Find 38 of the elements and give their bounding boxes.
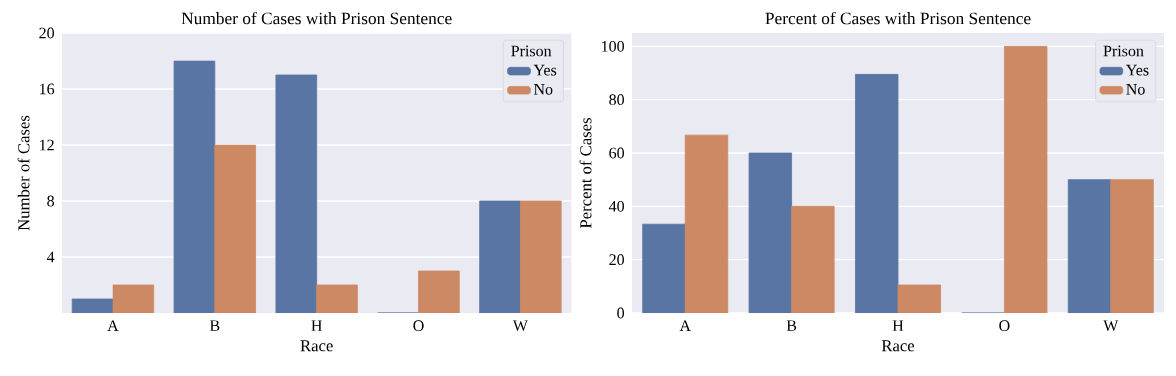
y-tick-label: 20 xyxy=(609,254,625,266)
x-tick-label: O xyxy=(999,320,1010,332)
x-tick-label: H xyxy=(892,320,904,331)
legend-label: No xyxy=(533,84,553,95)
y-tick-label: 4 xyxy=(46,251,55,263)
x-tick-label: B xyxy=(209,320,220,331)
legend-label: Yes xyxy=(1126,64,1149,76)
x-tick-label: A xyxy=(679,320,691,331)
x-tick-label: O xyxy=(413,320,424,332)
y-axis-title: Percent of Cases xyxy=(579,118,592,229)
y-tick-label: 80 xyxy=(609,94,625,106)
x-axis-title: Race xyxy=(300,340,333,352)
y-tick-label: 20 xyxy=(39,27,55,39)
legend-label: Yes xyxy=(533,64,557,76)
legend-title: Prison xyxy=(1103,45,1144,57)
bar xyxy=(214,144,256,313)
y-axis-title: Number of Cases xyxy=(17,115,30,231)
y-tick-label: 60 xyxy=(609,147,625,159)
y-tick-label: 100 xyxy=(602,40,625,52)
y-tick-label: 8 xyxy=(47,195,55,207)
x-tick-label: B xyxy=(786,320,797,331)
x-axis-title: Race xyxy=(881,340,915,352)
legend-title: Prison xyxy=(511,45,552,57)
bar xyxy=(418,270,460,313)
legend-label: No xyxy=(1126,84,1145,95)
y-tick-label: 12 xyxy=(40,139,54,151)
bar xyxy=(316,284,358,313)
bar xyxy=(520,200,562,313)
x-tick-label: H xyxy=(311,320,322,331)
x-tick-label: W xyxy=(512,320,528,332)
chart-title: Number of Cases with Prison Sentence xyxy=(181,11,452,25)
bar xyxy=(112,284,155,313)
y-tick-label: 0 xyxy=(617,307,625,319)
chart-title: Percent of Cases with Prison Sentence xyxy=(765,11,1031,25)
y-tick-label: 40 xyxy=(608,200,625,212)
x-tick-label: W xyxy=(1103,320,1119,332)
y-tick-label: 16 xyxy=(40,83,55,95)
x-tick-label: A xyxy=(107,320,119,331)
